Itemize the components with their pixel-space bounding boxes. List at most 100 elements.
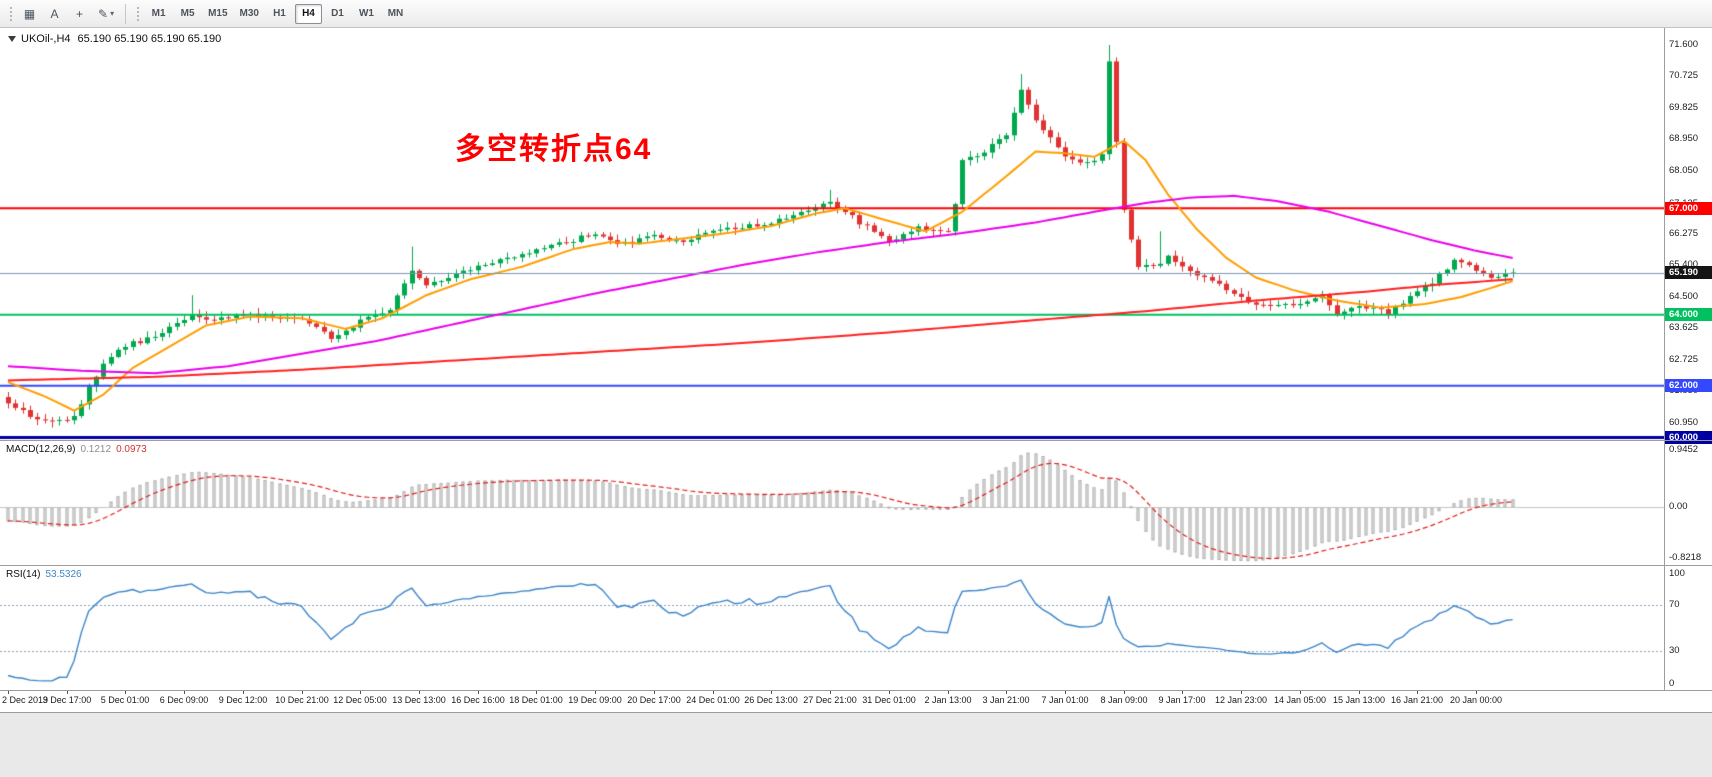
price-level-tag: 67.000 [1665, 201, 1712, 215]
price-tick-label: 60.950 [1669, 416, 1699, 428]
rsi-scale-label: 70 [1669, 598, 1680, 610]
time-tick [478, 691, 479, 694]
time-tick [243, 691, 244, 694]
chart-dropdown-icon[interactable] [8, 36, 16, 42]
toolbar-separator [125, 3, 127, 24]
price-axis[interactable] [1665, 28, 1712, 690]
time-axis-label: 7 Jan 01:00 [1041, 695, 1089, 705]
symbol-period-label: UKOil-,H4 [21, 33, 71, 45]
time-axis-label: 9 Dec 12:00 [218, 695, 268, 705]
rsi-indicator-label: RSI(14) 53.5326 [6, 569, 87, 580]
time-axis-label: 3 Dec 17:00 [42, 695, 92, 705]
time-axis[interactable] [0, 691, 1664, 712]
time-tick [184, 691, 185, 694]
rsi-pane-canvas[interactable] [0, 566, 1664, 690]
time-tick [125, 691, 126, 694]
time-tick [830, 691, 831, 694]
time-tick [1476, 691, 1477, 694]
price-axis-border [1664, 28, 1665, 691]
time-axis-label: 6 Dec 09:00 [159, 695, 209, 705]
time-tick [1359, 691, 1360, 694]
timeframe-button-h4[interactable]: H4 [294, 3, 322, 24]
rsi-scale-label: 0 [1669, 678, 1675, 689]
timeframe-button-d1[interactable]: D1 [331, 8, 344, 19]
price-tick-label: 65.400 [1669, 259, 1699, 271]
timeframe-button-m30[interactable]: M30 [239, 8, 259, 19]
price-level-tag: 64.000 [1665, 308, 1712, 322]
time-tick [654, 691, 655, 694]
timeframe-button-w1[interactable]: W1 [358, 8, 374, 19]
ohlc-values: 65.190 65.190 65.190 65.190 [77, 33, 222, 45]
time-axis-label: 13 Dec 13:00 [392, 695, 446, 705]
macd-scale-zero-label: 0.00 [1669, 501, 1688, 513]
time-axis-label: 19 Dec 09:00 [568, 695, 622, 705]
time-axis-label: 2 Dec 2019 [2, 695, 49, 705]
time-tick [1065, 691, 1066, 694]
pane-separator-macd-rsi[interactable] [0, 565, 1712, 566]
time-tick [1124, 691, 1125, 694]
time-axis-label: 14 Jan 05:00 [1273, 695, 1327, 705]
charts-grid-icon[interactable]: ▦ [23, 6, 36, 21]
timeframe-group: M1 M5 M15 M30 H1 H4 D1 W1 MN [144, 3, 410, 24]
rsi-scale-label: 100 [1669, 568, 1685, 579]
toolbar-grip[interactable] [8, 4, 13, 23]
time-tick [713, 691, 714, 694]
time-axis-label: 3 Jan 21:00 [982, 695, 1030, 705]
time-axis-label: 20 Jan 00:00 [1449, 695, 1503, 705]
rsi-value: 53.5326 [45, 569, 82, 580]
timeframe-button-m15[interactable]: M15 [208, 8, 228, 19]
timeframe-button-h1[interactable]: H1 [273, 8, 286, 19]
price-tick-label: 68.050 [1669, 165, 1699, 176]
time-axis-label: 2 Jan 13:00 [924, 695, 972, 705]
timeframe-button-mn[interactable]: MN [387, 8, 404, 19]
time-tick [1300, 691, 1301, 694]
time-axis-label: 24 Dec 01:00 [686, 695, 740, 705]
time-tick [419, 691, 420, 694]
time-axis-label: 16 Jan 21:00 [1390, 695, 1444, 705]
macd-pane-canvas[interactable] [0, 441, 1664, 565]
time-axis-label: 5 Dec 01:00 [100, 695, 150, 705]
time-tick [889, 691, 890, 694]
crosshair-icon[interactable]: + [75, 6, 83, 21]
toolbar-grip-2[interactable] [135, 4, 141, 23]
macd-scale-top-label: 0.9452 [1669, 444, 1699, 455]
pane-separator-main-macd[interactable] [0, 440, 1712, 441]
macd-scale-bottom-label: -0.8218 [1669, 552, 1702, 563]
price-level-tag: 62.000 [1665, 379, 1712, 393]
time-tick [1182, 691, 1183, 694]
time-axis-label: 12 Jan 23:00 [1214, 695, 1268, 705]
time-tick [67, 691, 68, 694]
timeframe-button-m1[interactable]: M1 [151, 8, 166, 19]
price-tick-label: 71.600 [1669, 39, 1699, 51]
text-tool-icon[interactable]: A [50, 6, 59, 21]
macd-name: MACD(12,26,9) [6, 444, 76, 455]
time-axis-label: 31 Dec 01:00 [862, 695, 916, 705]
price-tick-label: 70.725 [1669, 70, 1699, 82]
time-tick [1241, 691, 1242, 694]
chart-bottom-border [0, 712, 1712, 713]
window-bottom-area [0, 713, 1712, 777]
rsi-name: RSI(14) [6, 569, 41, 580]
time-tick [1417, 691, 1418, 694]
macd-hist-value: 0.1212 [80, 444, 112, 455]
drawing-tools-group: ▦ A + ✎ ▾ [17, 3, 120, 24]
timeframe-button-m5[interactable]: M5 [180, 8, 195, 19]
time-tick [536, 691, 537, 694]
price-tick-label: 68.950 [1669, 133, 1699, 145]
price-chart-canvas[interactable] [0, 28, 1664, 440]
time-tick [360, 691, 361, 694]
time-axis-label: 16 Dec 16:00 [451, 695, 505, 705]
time-axis-label: 20 Dec 17:00 [627, 695, 681, 705]
macd-signal-value: 0.0973 [116, 444, 147, 455]
time-tick [948, 691, 949, 694]
price-tick-label: 69.825 [1669, 102, 1699, 114]
current-price-tag: 65.190 [1665, 266, 1712, 279]
time-tick [8, 691, 9, 694]
time-axis-label: 12 Dec 05:00 [333, 695, 387, 705]
time-axis-label: 10 Dec 21:00 [275, 695, 329, 705]
draw-tools-icon[interactable]: ✎ ▾ [98, 6, 115, 21]
time-tick [1006, 691, 1007, 694]
time-tick [302, 691, 303, 694]
